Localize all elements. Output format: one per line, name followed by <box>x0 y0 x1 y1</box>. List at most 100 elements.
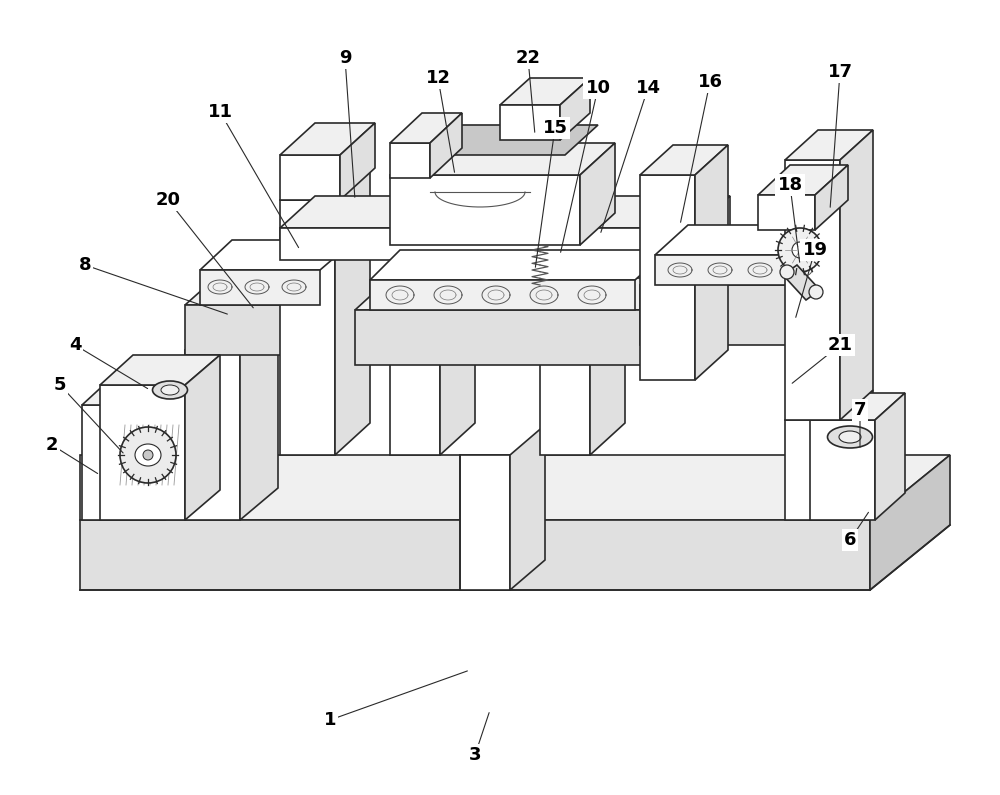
Polygon shape <box>460 455 510 590</box>
Polygon shape <box>815 165 848 230</box>
Polygon shape <box>390 175 580 245</box>
Polygon shape <box>390 240 440 455</box>
Ellipse shape <box>839 431 861 443</box>
Circle shape <box>809 285 823 299</box>
Polygon shape <box>355 278 685 310</box>
Polygon shape <box>510 425 545 590</box>
Polygon shape <box>650 278 685 365</box>
Polygon shape <box>390 143 615 175</box>
Polygon shape <box>640 285 810 345</box>
Circle shape <box>780 265 794 279</box>
Text: 11: 11 <box>208 103 233 121</box>
Polygon shape <box>540 240 590 455</box>
Polygon shape <box>783 265 820 300</box>
Polygon shape <box>870 455 950 590</box>
Polygon shape <box>80 455 950 520</box>
Polygon shape <box>280 196 730 228</box>
Ellipse shape <box>135 444 161 466</box>
Text: 17: 17 <box>828 63 852 81</box>
Polygon shape <box>185 318 278 350</box>
Text: 20: 20 <box>156 191 181 209</box>
Text: 16: 16 <box>698 73 722 91</box>
Ellipse shape <box>828 426 872 448</box>
Polygon shape <box>185 272 368 305</box>
Polygon shape <box>758 165 848 195</box>
Polygon shape <box>580 143 615 245</box>
Polygon shape <box>390 208 475 240</box>
Circle shape <box>143 450 153 460</box>
Text: 4: 4 <box>69 336 81 354</box>
Polygon shape <box>785 420 840 520</box>
Polygon shape <box>185 305 330 355</box>
Polygon shape <box>695 196 730 260</box>
Text: 7: 7 <box>854 401 866 419</box>
Polygon shape <box>200 240 355 270</box>
Polygon shape <box>80 520 870 590</box>
Polygon shape <box>185 355 220 520</box>
Polygon shape <box>280 168 370 200</box>
Polygon shape <box>100 355 220 385</box>
Text: 3: 3 <box>469 746 481 764</box>
Polygon shape <box>185 350 240 520</box>
Text: 9: 9 <box>339 49 351 67</box>
Polygon shape <box>500 78 590 105</box>
Text: 8: 8 <box>79 256 91 274</box>
Polygon shape <box>355 310 650 365</box>
Ellipse shape <box>153 381 188 399</box>
Text: 6: 6 <box>844 531 856 549</box>
Polygon shape <box>810 253 845 345</box>
Polygon shape <box>165 370 205 520</box>
Polygon shape <box>82 370 205 405</box>
Text: 15: 15 <box>542 119 568 137</box>
Polygon shape <box>390 113 462 143</box>
Polygon shape <box>100 385 185 520</box>
Polygon shape <box>840 130 873 420</box>
Polygon shape <box>655 255 795 285</box>
Polygon shape <box>390 143 430 178</box>
Polygon shape <box>280 123 375 155</box>
Polygon shape <box>875 393 905 520</box>
Polygon shape <box>785 160 840 420</box>
Text: 21: 21 <box>828 336 852 354</box>
Polygon shape <box>758 195 815 230</box>
Polygon shape <box>200 270 320 305</box>
Text: 5: 5 <box>54 376 66 394</box>
Text: 2: 2 <box>46 436 58 454</box>
Polygon shape <box>280 155 340 200</box>
Text: 10: 10 <box>586 79 610 97</box>
Polygon shape <box>440 208 475 455</box>
Text: 19: 19 <box>802 241 828 259</box>
Ellipse shape <box>161 385 179 395</box>
Polygon shape <box>840 390 873 520</box>
Polygon shape <box>640 175 695 380</box>
Polygon shape <box>640 253 845 285</box>
Polygon shape <box>430 113 462 178</box>
Text: 22: 22 <box>516 49 540 67</box>
Polygon shape <box>240 318 278 520</box>
Polygon shape <box>590 208 625 455</box>
Polygon shape <box>640 145 728 175</box>
Polygon shape <box>655 225 828 255</box>
Circle shape <box>792 242 808 258</box>
Text: 1: 1 <box>324 711 336 729</box>
Polygon shape <box>82 405 165 520</box>
Polygon shape <box>330 272 368 355</box>
Polygon shape <box>810 420 875 520</box>
Polygon shape <box>370 250 668 280</box>
Polygon shape <box>280 228 695 260</box>
Polygon shape <box>405 125 598 155</box>
Polygon shape <box>335 168 370 455</box>
Polygon shape <box>540 208 625 240</box>
Polygon shape <box>560 78 590 140</box>
Polygon shape <box>785 130 873 160</box>
Circle shape <box>120 427 176 483</box>
Polygon shape <box>810 393 905 420</box>
Text: 18: 18 <box>777 176 803 194</box>
Text: 12: 12 <box>426 69 451 87</box>
Polygon shape <box>340 123 375 200</box>
Polygon shape <box>370 280 635 310</box>
Text: 14: 14 <box>636 79 660 97</box>
Polygon shape <box>695 145 728 380</box>
Polygon shape <box>500 105 560 140</box>
Polygon shape <box>280 200 335 455</box>
